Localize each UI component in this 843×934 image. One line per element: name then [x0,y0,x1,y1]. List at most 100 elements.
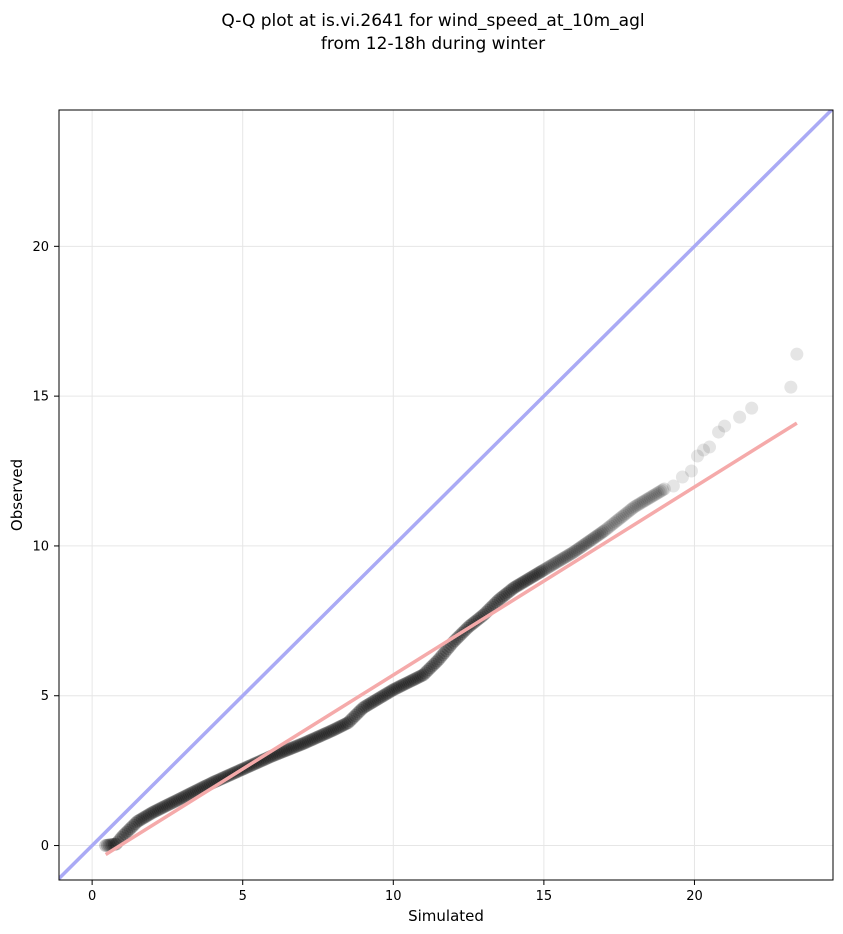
qq-point [498,587,512,601]
qq-point [284,742,298,756]
qq-point [277,744,291,758]
qq-point [167,795,181,809]
qq-point [495,590,509,604]
qq-point [280,743,294,757]
qq-point [130,815,144,829]
qq-point [395,678,409,692]
qq-point [617,508,631,522]
qq-point [491,593,505,607]
qq-point [601,520,615,534]
qq-point [369,693,383,707]
qq-point [420,664,434,678]
qq-point [390,681,404,695]
qq-point [415,669,429,683]
qq-point [544,559,558,573]
qq-point [333,720,347,734]
qq-point [650,486,664,500]
qq-point [366,695,380,709]
qq-point [373,691,387,705]
qq-point [313,729,327,743]
qq-point [282,742,296,756]
qq-point [158,799,172,813]
qq-point [567,545,581,559]
qq-point [312,730,326,744]
qq-point [537,563,551,577]
axis-ticks: 0 5 10 15 20 0 5 10 15 20 [32,240,702,904]
qq-point [404,674,418,688]
qq-point [188,785,202,799]
qq-point [336,718,350,732]
qq-point [511,579,525,593]
qq-point [542,560,556,574]
qq-point [177,790,191,804]
reference-lines [59,110,833,880]
qq-point [525,570,539,584]
qq-point [382,686,396,700]
qq-point [614,511,628,525]
qq-point [533,565,547,579]
chart-title-line-1: Q-Q plot at is.vi.2641 for wind_speed_at… [221,11,644,31]
qq-point [497,589,511,603]
qq-point [174,791,188,805]
qq-point [399,676,413,690]
qq-point [608,515,622,529]
qq-point [427,657,441,671]
qq-point [518,574,532,588]
qq-point [175,791,189,805]
qq-point [362,697,376,711]
qq-point [615,509,629,523]
qq-point [163,797,177,811]
qq-point [364,696,378,710]
qq-point [287,740,301,754]
qq-point [593,527,607,541]
qq-point [146,805,160,819]
qq-tail-point [703,440,717,454]
qq-point [568,544,582,558]
qq-point [352,705,366,719]
qq-point [429,656,443,670]
qq-point [121,823,135,837]
qq-point [656,483,670,497]
qq-point [361,698,375,712]
qq-point [406,673,420,687]
qq-point [357,700,371,714]
qq-point [437,646,451,660]
qq-point [528,568,542,582]
qq-tail-point [666,479,680,493]
y-tick-label: 5 [41,689,49,704]
qq-point [348,709,362,723]
qq-point [619,507,633,521]
qq-point [636,495,650,509]
qq-point [423,661,437,675]
qq-tail-point [684,464,698,478]
qq-point [439,644,453,658]
qq-point [376,689,390,703]
qq-tail-point [675,470,689,484]
qq-point [170,793,184,807]
qq-point [582,534,596,548]
qq-point [326,723,340,737]
qq-point [509,580,523,594]
grid-lines [59,110,833,880]
qq-point [125,820,139,834]
qq-point [383,685,397,699]
qq-point [596,525,610,539]
qq-point [436,648,450,662]
chart-title-line-2: from 12-18h during winter [321,34,545,54]
qq-point [603,519,617,533]
qq-point [279,744,293,758]
qq-tail-point [690,449,704,463]
qq-point [301,734,315,748]
qq-tail-point [784,380,798,394]
qq-point [607,516,621,530]
qq-point [153,802,167,816]
qq-point [118,827,132,841]
qq-point [144,806,158,820]
qq-point [502,585,516,599]
qq-point [298,736,312,750]
qq-point [654,484,668,498]
qq-point [565,546,579,560]
qq-point [490,595,504,609]
qq-point [488,597,502,611]
qq-point [310,730,324,744]
